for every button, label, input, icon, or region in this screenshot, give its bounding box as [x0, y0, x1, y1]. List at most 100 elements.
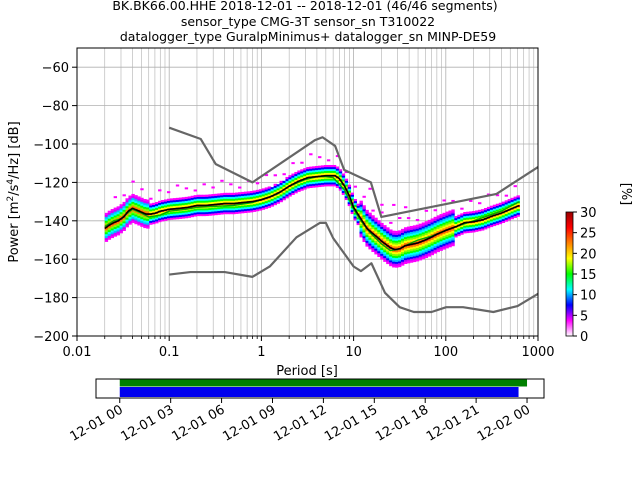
psd-density-cell — [507, 199, 512, 202]
psd-density-cell — [510, 205, 514, 208]
psd-density-cell — [436, 221, 440, 224]
psd-density-cell — [504, 202, 509, 205]
psd-density-cell — [297, 170, 301, 173]
psd-density-cell — [116, 214, 120, 217]
psd-density-cell — [140, 203, 144, 206]
psd-density-cell — [424, 226, 429, 230]
psd-density-cell — [249, 210, 254, 213]
psd-density-cell — [255, 207, 260, 210]
psd-density-cell — [353, 204, 357, 207]
psd-density-cell — [338, 169, 343, 172]
psd-density-cell — [374, 242, 378, 245]
psd-density-cell — [377, 254, 381, 257]
psd-density-cell — [217, 208, 221, 212]
psd-density-cell — [116, 212, 120, 215]
psd-density-cell — [125, 207, 129, 211]
psd-density-cell — [389, 233, 393, 236]
psd-density-cell — [306, 168, 310, 172]
psd-density-cell — [128, 195, 132, 198]
psd-density-cell — [415, 240, 420, 243]
psd-density-cell — [430, 251, 434, 254]
psd-density-cell — [285, 178, 289, 182]
psd-density-cell — [392, 236, 396, 239]
psd-density-cell — [469, 215, 473, 218]
psd-density-cell — [344, 195, 349, 199]
psd-density-cell — [214, 197, 218, 200]
psd-density-cell — [460, 230, 464, 233]
psd-density-cell — [478, 228, 482, 232]
psd-density-cell — [241, 199, 245, 202]
psd-density-cell — [341, 190, 346, 193]
psd-density-cell — [309, 166, 313, 169]
psd-density-cell — [359, 233, 363, 236]
psd-density-cell — [353, 206, 357, 209]
psd-density-cell — [161, 201, 165, 205]
psd-density-cell — [241, 211, 245, 214]
psd-density-cell — [442, 233, 446, 237]
psd-density-cell — [409, 254, 414, 257]
psd-density-cell — [164, 218, 168, 221]
psd-density-cell — [510, 213, 514, 216]
psd-density-cell — [445, 223, 449, 226]
y-label-part-2: /s — [7, 184, 22, 195]
psd-density-cell — [131, 218, 135, 222]
psd-density-cell — [264, 198, 269, 202]
psd-density-cell — [252, 203, 257, 207]
psd-density-cell — [445, 234, 449, 237]
psd-density-cell — [318, 182, 322, 186]
psd-density-cell — [401, 253, 405, 257]
psd-density-cell — [149, 209, 153, 212]
psd-density-cell — [398, 264, 402, 268]
psd-density-cell — [374, 252, 378, 255]
psd-density-cell — [395, 255, 399, 259]
psd-density-cell — [134, 212, 138, 215]
psd-density-cell — [211, 195, 215, 199]
psd-density-cell — [466, 213, 470, 216]
psd-density-cell — [460, 228, 464, 231]
psd-density-cell — [418, 246, 423, 249]
psd-density-cell — [104, 230, 109, 233]
psd-density-cell — [398, 257, 402, 260]
psd-density-cell — [504, 204, 509, 207]
psd-density-cell — [190, 214, 195, 218]
psd-density-cell — [329, 180, 334, 183]
psd-density-cell — [217, 195, 221, 198]
x-axis-label: Period [s] — [276, 364, 338, 379]
psd-density-cell — [475, 225, 479, 228]
psd-density-cell — [264, 174, 269, 177]
psd-density-cell — [516, 214, 520, 217]
psd-density-cell — [119, 213, 123, 217]
psd-density-cell — [472, 226, 476, 229]
psd-density-cell — [169, 202, 174, 205]
psd-density-cell — [412, 238, 417, 241]
psd-density-cell — [403, 227, 408, 230]
psd-density-cell — [415, 236, 420, 239]
psd-density-cell — [199, 196, 203, 199]
psd-density-cell — [205, 202, 209, 205]
psd-density-cell — [238, 192, 242, 195]
psd-density-cell — [104, 214, 109, 217]
psd-density-cell — [306, 180, 310, 183]
psd-density-cell — [252, 194, 257, 197]
psd-density-cell — [412, 229, 417, 232]
psd-density-cell — [430, 220, 434, 223]
psd-density-cell — [418, 254, 423, 257]
psd-density-cell — [362, 235, 366, 239]
psd-density-cell — [335, 174, 340, 177]
psd-density-cell — [193, 197, 197, 200]
psd-density-cell — [223, 206, 227, 209]
psd-density-cell — [380, 203, 384, 206]
psd-density-cell — [439, 233, 443, 236]
psd-density-cell — [368, 222, 372, 225]
psd-density-cell — [501, 207, 506, 210]
psd-density-cell — [424, 221, 429, 224]
psd-density-cell — [418, 244, 423, 247]
psd-density-cell — [273, 187, 277, 190]
psd-density-cell — [131, 203, 135, 206]
psd-density-cells — [104, 153, 520, 268]
psd-density-cell — [294, 183, 298, 186]
psd-density-cell — [146, 220, 150, 223]
psd-density-cell — [510, 197, 514, 201]
psd-density-cell — [415, 257, 420, 260]
psd-density-cell — [187, 198, 192, 201]
